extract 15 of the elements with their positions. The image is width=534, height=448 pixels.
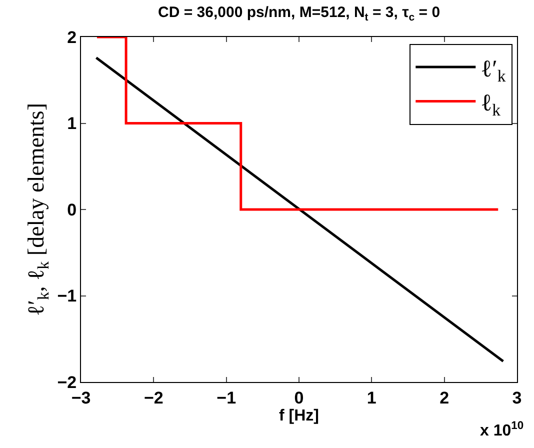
x-tick-label: −2: [144, 388, 164, 408]
x-tick-label: −1: [216, 388, 236, 408]
x-tick-label: 2: [440, 388, 450, 408]
x-tick-label: 3: [512, 388, 522, 408]
text: x 10$^{10}$: [480, 420, 524, 440]
legend-label: ℓ′$_{k}$: [480, 56, 506, 86]
x-axis-title: f [Hz]: [279, 407, 319, 424]
y-tick-label: 1: [67, 114, 77, 134]
chart-title: CD = 36,000 ps/nm, M=512, N$_{t}$ = 3, τ$_{c}$ = 0: [158, 4, 440, 24]
y-tick-label: 0: [67, 200, 77, 220]
x-tick-label: 0: [294, 388, 304, 408]
x-tick-label: 1: [366, 388, 376, 408]
legend-label: ℓ$_{k}$: [480, 90, 502, 120]
y-tick-label: 2: [67, 28, 77, 47]
y-tick-label: −1: [57, 286, 77, 306]
